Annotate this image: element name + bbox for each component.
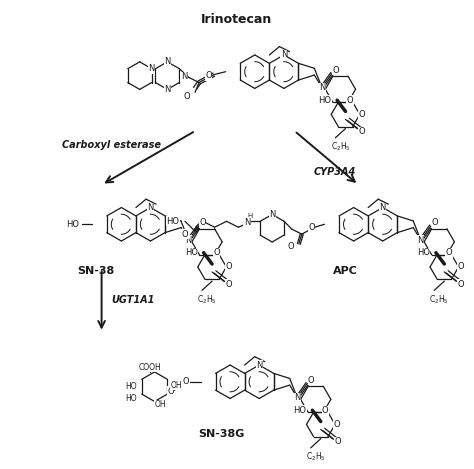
Text: SN-38G: SN-38G (199, 429, 245, 439)
Text: N: N (181, 72, 187, 81)
Text: UGT1A1: UGT1A1 (111, 295, 155, 305)
Text: HO: HO (125, 394, 137, 403)
Text: O: O (431, 219, 438, 227)
Text: O: O (308, 223, 315, 232)
Text: H: H (247, 213, 253, 219)
Text: OH: OH (155, 400, 166, 409)
Text: O: O (199, 219, 206, 227)
Text: N: N (418, 235, 424, 245)
Text: O: O (205, 71, 212, 80)
Text: O: O (333, 66, 339, 75)
Text: N: N (164, 57, 171, 66)
Text: N: N (256, 361, 263, 370)
Text: N: N (164, 85, 171, 94)
Text: N: N (319, 83, 325, 92)
Text: O: O (213, 249, 220, 257)
Text: O: O (359, 127, 365, 136)
Text: O: O (334, 437, 341, 446)
Text: HO: HO (318, 96, 331, 105)
Text: O: O (225, 263, 232, 272)
Text: C$_2$H$_5$: C$_2$H$_5$ (197, 293, 217, 306)
Text: HO: HO (293, 406, 307, 415)
Text: N: N (148, 64, 155, 73)
Text: O: O (182, 377, 189, 386)
Text: SN-38: SN-38 (78, 266, 115, 276)
Text: O: O (167, 386, 173, 396)
Text: O: O (458, 280, 465, 288)
Text: N: N (185, 235, 191, 245)
Text: O: O (334, 420, 340, 429)
Text: N: N (380, 203, 386, 212)
Text: OH: OH (171, 381, 182, 390)
Text: HO: HO (417, 248, 430, 257)
Text: HO: HO (66, 220, 80, 229)
Text: APC: APC (333, 266, 358, 276)
Text: O: O (226, 280, 232, 288)
Text: N: N (269, 210, 275, 219)
Text: CYP3A4: CYP3A4 (314, 167, 356, 177)
Text: C$_2$H$_5$: C$_2$H$_5$ (330, 141, 350, 153)
Text: O: O (322, 406, 328, 415)
Text: N: N (281, 51, 287, 60)
Text: N: N (244, 218, 250, 227)
Text: O: O (184, 92, 191, 101)
Text: O: O (288, 242, 294, 251)
Text: HO: HO (185, 248, 198, 257)
Text: N: N (294, 393, 301, 402)
Text: Irinotecan: Irinotecan (201, 13, 273, 26)
Text: O: O (182, 230, 188, 239)
Text: COOH: COOH (139, 363, 162, 372)
Text: O: O (446, 249, 452, 257)
Text: O: O (457, 263, 464, 272)
Text: O: O (358, 110, 365, 119)
Text: Carboxyl esterase: Carboxyl esterase (62, 141, 161, 151)
Text: N: N (147, 203, 154, 212)
Text: O: O (346, 96, 353, 105)
Text: HO: HO (125, 382, 137, 391)
Text: C$_2$H$_5$: C$_2$H$_5$ (429, 293, 449, 306)
Text: HO: HO (166, 217, 179, 226)
Text: O: O (308, 376, 315, 385)
Text: C$_2$H$_5$: C$_2$H$_5$ (306, 451, 326, 463)
